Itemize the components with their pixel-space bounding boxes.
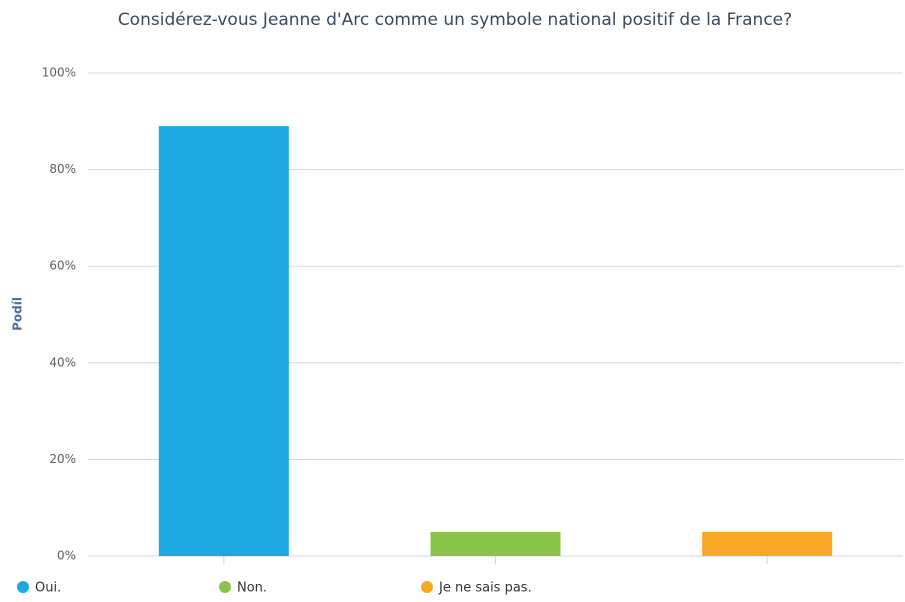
y-axis-label: Podíl (11, 297, 25, 331)
bar (158, 126, 289, 556)
chart-title: Considérez-vous Jeanne d'Arc comme un sy… (118, 10, 792, 30)
legend-marker (17, 581, 29, 593)
legend-label: Oui. (35, 581, 61, 596)
legend-label: Non. (237, 581, 267, 596)
legend-marker (421, 581, 433, 593)
y-tick-label: 40% (49, 355, 76, 369)
bar (702, 531, 833, 556)
legend-label: Je ne sais pas. (438, 581, 532, 596)
y-tick-label: 80% (49, 162, 76, 176)
legend-marker (219, 581, 231, 593)
y-tick-label: 100% (42, 66, 76, 80)
y-tick-label: 60% (49, 259, 76, 273)
y-tick-label: 20% (49, 452, 76, 466)
bar (430, 531, 561, 556)
y-tick-label: 0% (57, 549, 76, 563)
